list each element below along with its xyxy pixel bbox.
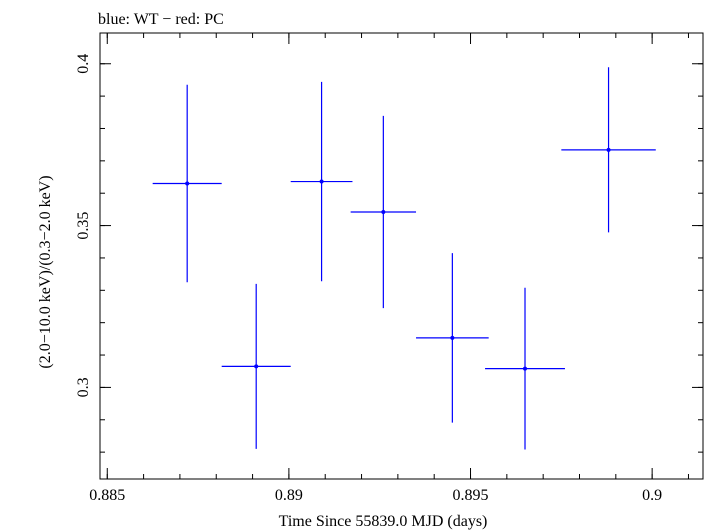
y-tick-label: 0.3 [75,377,92,397]
point-marker [319,179,324,184]
data-point [152,84,222,283]
x-tick-label: 0.895 [453,487,489,504]
point-marker [523,366,528,371]
chart-title: blue: WT − red: PC [98,11,224,28]
axis-ticks [100,33,703,479]
y-tick-label: 0.35 [75,212,92,240]
point-marker [185,181,190,186]
data-point [350,115,417,309]
data-point [416,253,489,423]
data-point [290,81,353,282]
data-point [561,67,656,233]
plot-area [99,32,704,480]
tick-labels: 0.885 0.89 0.895 0.9 0.3 0.35 0.4 [75,54,662,504]
y-axis-label: (2.0−10.0 keV)/(0.3−2.0 keV) [37,175,54,368]
x-tick-label: 0.89 [275,487,303,504]
plot-frame [99,32,704,480]
x-tick-label: 0.885 [89,487,125,504]
x-axis-label: Time Since 55839.0 MJD (days) [279,513,488,530]
x-tick-label: 0.9 [642,487,662,504]
point-marker [450,335,455,340]
y-tick-label: 0.4 [75,54,92,74]
point-marker [606,147,611,152]
data-points [152,67,656,450]
data-point [221,283,291,449]
point-marker [381,209,386,214]
point-marker [254,364,259,369]
data-point [485,287,565,450]
